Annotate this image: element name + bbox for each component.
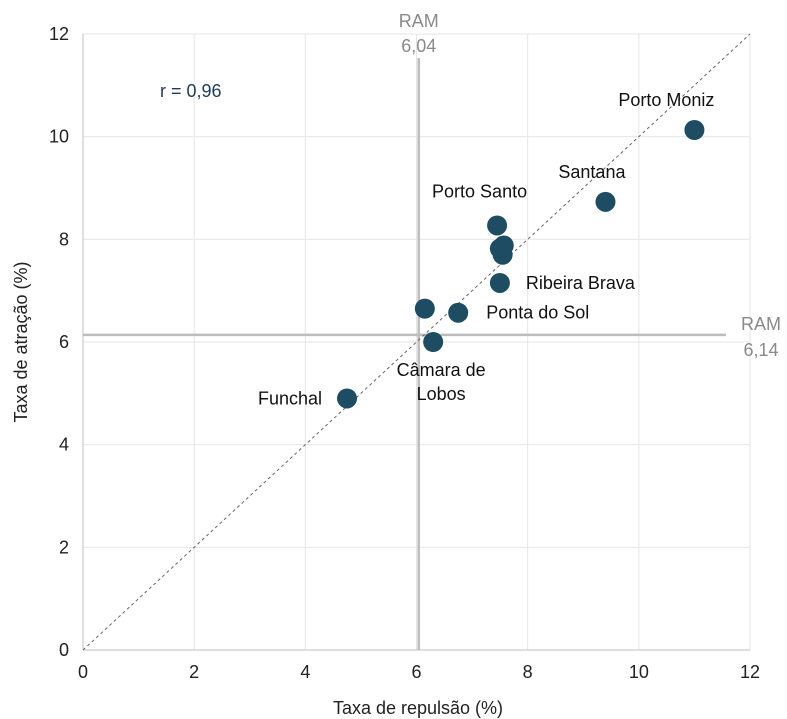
axes: 0 2 4 6 8 10 12 0 2 4 6 8 10 12 — [49, 24, 760, 682]
x-tick-label: 10 — [629, 662, 649, 682]
grid — [82, 33, 751, 651]
diagonal-line — [82, 33, 751, 651]
correlation-annotation: r = 0,96 — [160, 81, 222, 101]
x-tick-label: 0 — [78, 662, 88, 682]
identity-diagonal — [82, 33, 751, 651]
x-tick-label: 4 — [300, 662, 310, 682]
x-tick-label: 12 — [740, 662, 760, 682]
data-point — [684, 119, 705, 140]
point-label: Santana — [558, 162, 626, 182]
point-label: Funchal — [258, 388, 322, 408]
point-label: Câmara de — [397, 360, 486, 380]
y-tick-label: 2 — [59, 537, 69, 557]
point-label: Ponta do Sol — [486, 303, 589, 323]
y-tick-label: 6 — [59, 332, 69, 352]
horizontal-ref-label-value: 6,14 — [743, 340, 778, 360]
y-tick-label: 0 — [59, 640, 69, 660]
point-label: Lobos — [417, 384, 466, 404]
y-tick-label: 12 — [49, 24, 69, 44]
x-tick-label: 8 — [523, 662, 533, 682]
data-point — [423, 332, 444, 352]
horizontal-ref-label-name: RAM — [741, 314, 781, 334]
y-tick-label: 10 — [49, 127, 69, 147]
data-point — [414, 298, 435, 319]
vertical-ref-label-name: RAM — [399, 11, 439, 31]
x-axis-title: Taxa de repulsão (%) — [333, 698, 503, 718]
data-point — [489, 272, 510, 293]
data-point — [595, 191, 616, 212]
data-point — [448, 302, 469, 323]
vertical-ref-label-value: 6,04 — [401, 36, 436, 56]
x-tick-label: 2 — [189, 662, 199, 682]
point-label: Porto Santo — [432, 181, 527, 201]
point-label: Porto Moniz — [618, 90, 714, 110]
reference-lines: RAM 6,04 RAM 6,14 — [83, 11, 781, 650]
y-axis-title: Taxa de atração (%) — [11, 261, 31, 422]
x-tick-label: 6 — [411, 662, 421, 682]
data-point — [487, 215, 508, 236]
point-label: Ribeira Brava — [526, 273, 636, 293]
data-point — [337, 388, 358, 409]
y-tick-label: 4 — [59, 435, 69, 455]
point-labels: Funchal Câmara de Lobos Ponta do Sol Ribeira… — [258, 90, 714, 408]
data-point — [493, 235, 514, 256]
y-tick-label: 8 — [59, 229, 69, 249]
data-points — [337, 119, 705, 409]
